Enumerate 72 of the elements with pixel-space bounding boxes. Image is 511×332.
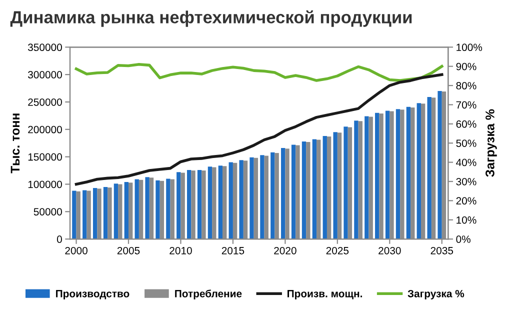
y2-tick-label: 90% bbox=[456, 62, 476, 70]
x-tick-label: 2030 bbox=[378, 246, 401, 254]
y2-tick-label: 50% bbox=[456, 140, 476, 147]
bar bbox=[281, 148, 286, 240]
bar bbox=[354, 120, 358, 240]
chart-title: Динамика рынка нефтехимической продукции bbox=[10, 10, 412, 27]
bar bbox=[145, 177, 150, 240]
y2-tick-label: 60% bbox=[456, 120, 476, 128]
bar bbox=[166, 178, 170, 240]
bar bbox=[291, 144, 296, 240]
line-series bbox=[74, 73, 444, 186]
y2-tick-label: 10% bbox=[456, 216, 476, 224]
bar bbox=[72, 190, 76, 240]
bar bbox=[302, 141, 306, 240]
y-tick-label: 0 bbox=[56, 236, 62, 243]
bar bbox=[228, 162, 233, 240]
bar bbox=[406, 106, 411, 240]
x-tick-label: 2010 bbox=[170, 246, 192, 254]
legend-label: Производство bbox=[56, 290, 130, 300]
bar bbox=[270, 152, 275, 240]
bar bbox=[124, 182, 129, 240]
x-tick-label: 2035 bbox=[430, 246, 454, 254]
bar bbox=[385, 110, 390, 240]
legend-label: Загрузка % bbox=[408, 290, 464, 300]
y2-tick-label: 20% bbox=[456, 197, 476, 205]
bar bbox=[103, 186, 108, 240]
bar bbox=[156, 180, 160, 240]
y-tick-label: 300000 bbox=[28, 71, 62, 78]
bar bbox=[114, 184, 118, 240]
line-series bbox=[74, 63, 444, 82]
bar bbox=[438, 91, 442, 240]
bar bbox=[427, 97, 432, 240]
y-tick-label: 50000 bbox=[34, 208, 62, 216]
y-tick-label: 100000 bbox=[28, 180, 62, 188]
bar bbox=[260, 155, 264, 240]
bar bbox=[416, 103, 421, 240]
y-tick-label: 350000 bbox=[28, 44, 62, 52]
y2-tick-label: 100% bbox=[456, 44, 482, 52]
bar bbox=[187, 170, 192, 240]
x-tick-label: 2005 bbox=[117, 246, 140, 254]
bar bbox=[396, 109, 400, 240]
bar bbox=[176, 172, 181, 240]
bar bbox=[82, 190, 87, 240]
y-tick-label: 150000 bbox=[28, 153, 62, 161]
bar bbox=[312, 139, 317, 240]
bar bbox=[333, 132, 338, 240]
y2-tick-label: 40% bbox=[456, 158, 476, 166]
bar bbox=[375, 112, 380, 240]
y2-tick-label: 0% bbox=[456, 236, 470, 243]
bar bbox=[364, 116, 369, 240]
bar bbox=[344, 126, 348, 240]
bar bbox=[322, 136, 327, 240]
x-tick-label: 2025 bbox=[326, 246, 349, 254]
y2-axis-title: Загрузка % bbox=[486, 109, 497, 177]
bar bbox=[197, 170, 202, 240]
x-tick-label: 2000 bbox=[65, 246, 88, 254]
y-tick-label: 200000 bbox=[28, 126, 62, 134]
x-tick-label: 2020 bbox=[274, 246, 296, 254]
bar bbox=[239, 160, 244, 240]
bar bbox=[208, 166, 212, 240]
bar bbox=[134, 179, 139, 240]
y-axis-title: Тыс. тонн bbox=[10, 114, 20, 174]
bar bbox=[218, 166, 223, 240]
legend-label: Произв. мощн. bbox=[288, 290, 362, 300]
legend-label: Потребление bbox=[175, 290, 242, 300]
bar bbox=[92, 188, 98, 240]
y2-tick-label: 70% bbox=[456, 101, 476, 109]
bar bbox=[250, 157, 254, 240]
y2-tick-label: 30% bbox=[456, 178, 476, 186]
x-tick-label: 2015 bbox=[222, 246, 244, 254]
y2-tick-label: 80% bbox=[456, 82, 476, 90]
y-tick-label: 250000 bbox=[28, 98, 62, 106]
